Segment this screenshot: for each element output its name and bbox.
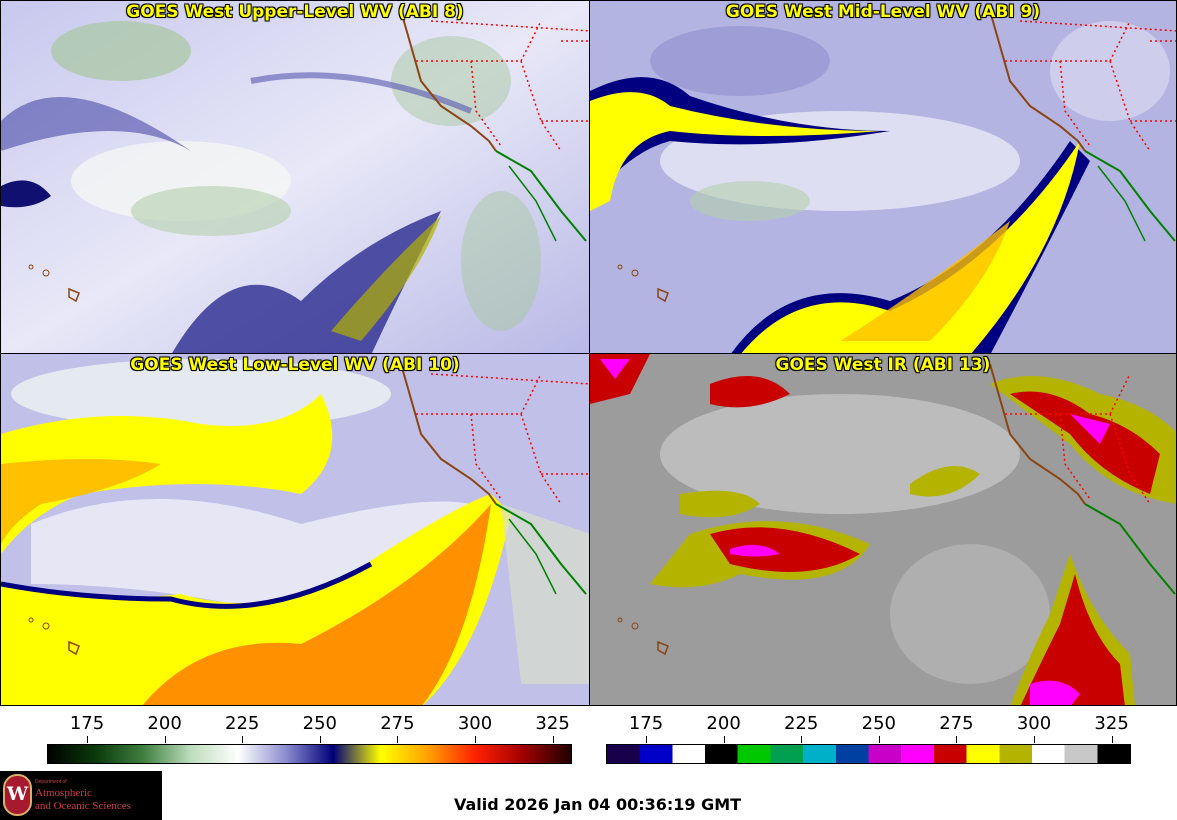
colorbar-tick-mark: [723, 736, 725, 743]
colorbar-tick-mark: [397, 736, 399, 743]
low-level-wv-image: [1, 354, 589, 705]
panel-upper-level-wv: GOES West Upper-Level WV (ABI 8): [0, 0, 590, 354]
colorbar-tick-label: 325: [535, 713, 570, 734]
state-borders: [416, 20, 589, 152]
colorbar-tick-label: 325: [1094, 713, 1129, 734]
colorbar-tick-label: 300: [1016, 713, 1052, 734]
panel-ir: GOES West IR (ABI 13): [589, 353, 1177, 706]
colorbar-tick-mark: [164, 736, 166, 743]
valid-time: Valid 2026 Jan 04 00:36:19 GMT: [454, 795, 742, 814]
colorbar-tick-mark: [956, 736, 958, 743]
colorbar-tick-label: 200: [147, 713, 182, 734]
ir-colorbar-gradient: [606, 744, 1131, 764]
panel-title: GOES West Low-Level WV (ABI 10): [130, 355, 460, 375]
ir-colorbar-ticks: 175 200 225 250 275 300 325: [606, 708, 1131, 743]
colorbar-tick-mark: [475, 736, 476, 743]
colorbar-tick-label: 250: [302, 713, 337, 734]
ir-image: [590, 354, 1176, 705]
ir-colorbar: 175 200 225 250 275 300 325: [606, 708, 1131, 766]
colorbar-tick-label: 175: [69, 713, 105, 734]
colorbar-tick-label: 250: [861, 713, 896, 734]
colorbar-tick-label: 225: [784, 713, 819, 734]
colorbar-tick-label: 275: [380, 713, 415, 734]
colorbar-tick-label: 275: [939, 713, 974, 734]
colorbar-tick-mark: [87, 736, 88, 743]
colorbar-tick-mark: [1034, 736, 1035, 743]
aos-logo: W Department of Atmospheric and Oceanic …: [0, 771, 162, 820]
panel-title: GOES West IR (ABI 13): [775, 355, 991, 375]
wv-colorbar: 175 200 225 250 275 300 325: [47, 708, 572, 766]
mid-level-wv-image: [590, 1, 1176, 353]
upper-level-wv-image: [1, 1, 589, 353]
colorbar-tick-mark: [319, 736, 321, 743]
panel-low-level-wv: GOES West Low-Level WV (ABI 10): [0, 353, 590, 706]
colorbar-tick-mark: [878, 736, 880, 743]
colorbar-tick-mark: [646, 736, 647, 743]
wv-colorbar-gradient: [47, 744, 572, 764]
panel-title: GOES West Upper-Level WV (ABI 8): [126, 2, 464, 22]
colorbar-tick-mark: [1111, 736, 1113, 743]
colorbar-tick-label: 225: [225, 713, 260, 734]
colorbar-tick-label: 175: [628, 713, 664, 734]
colorbar-tick-label: 300: [457, 713, 493, 734]
coastline: [400, 10, 497, 152]
colorbar-tick-label: 200: [706, 713, 741, 734]
colorbar-tick-mark: [801, 736, 803, 743]
colorbar-tick-mark: [242, 736, 244, 743]
wv-colorbar-ticks: 175 200 225 250 275 300 325: [47, 708, 572, 743]
uw-seal-icon: W: [3, 774, 32, 816]
panel-mid-level-wv: GOES West Mid-Level WV (ABI 9): [589, 0, 1177, 354]
panel-title: GOES West Mid-Level WV (ABI 9): [725, 2, 1041, 22]
colorbar-tick-mark: [552, 736, 554, 743]
